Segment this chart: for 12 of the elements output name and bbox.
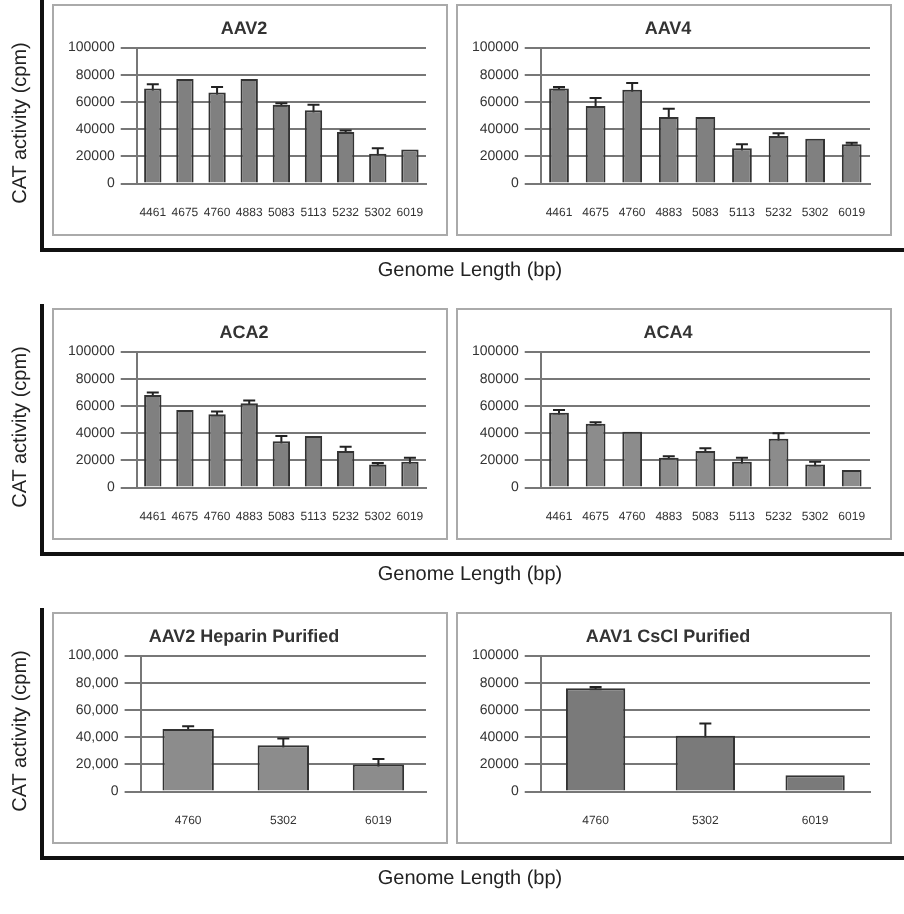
y-axis-title: CAT activity (cpm) — [9, 41, 31, 203]
y-axis-title: CAT activity (cpm) — [9, 649, 31, 811]
x-axis-title: Genome Length (bp) — [375, 868, 565, 890]
chart-title: AAV4 — [644, 17, 692, 38]
chart-title: ACA2 — [219, 321, 269, 342]
x-axis-title: Genome Length (bp) — [375, 260, 565, 282]
chart-title: AAV2 Heparin Purified — [148, 625, 340, 646]
x-axis-title: Genome Length (bp) — [375, 564, 565, 586]
chart-title: AAV1 CsCl Purified — [585, 625, 751, 646]
chart-title: AAV2 — [220, 17, 268, 38]
chart-title: ACA4 — [643, 321, 693, 342]
y-axis-title: CAT activity (cpm) — [9, 345, 31, 507]
